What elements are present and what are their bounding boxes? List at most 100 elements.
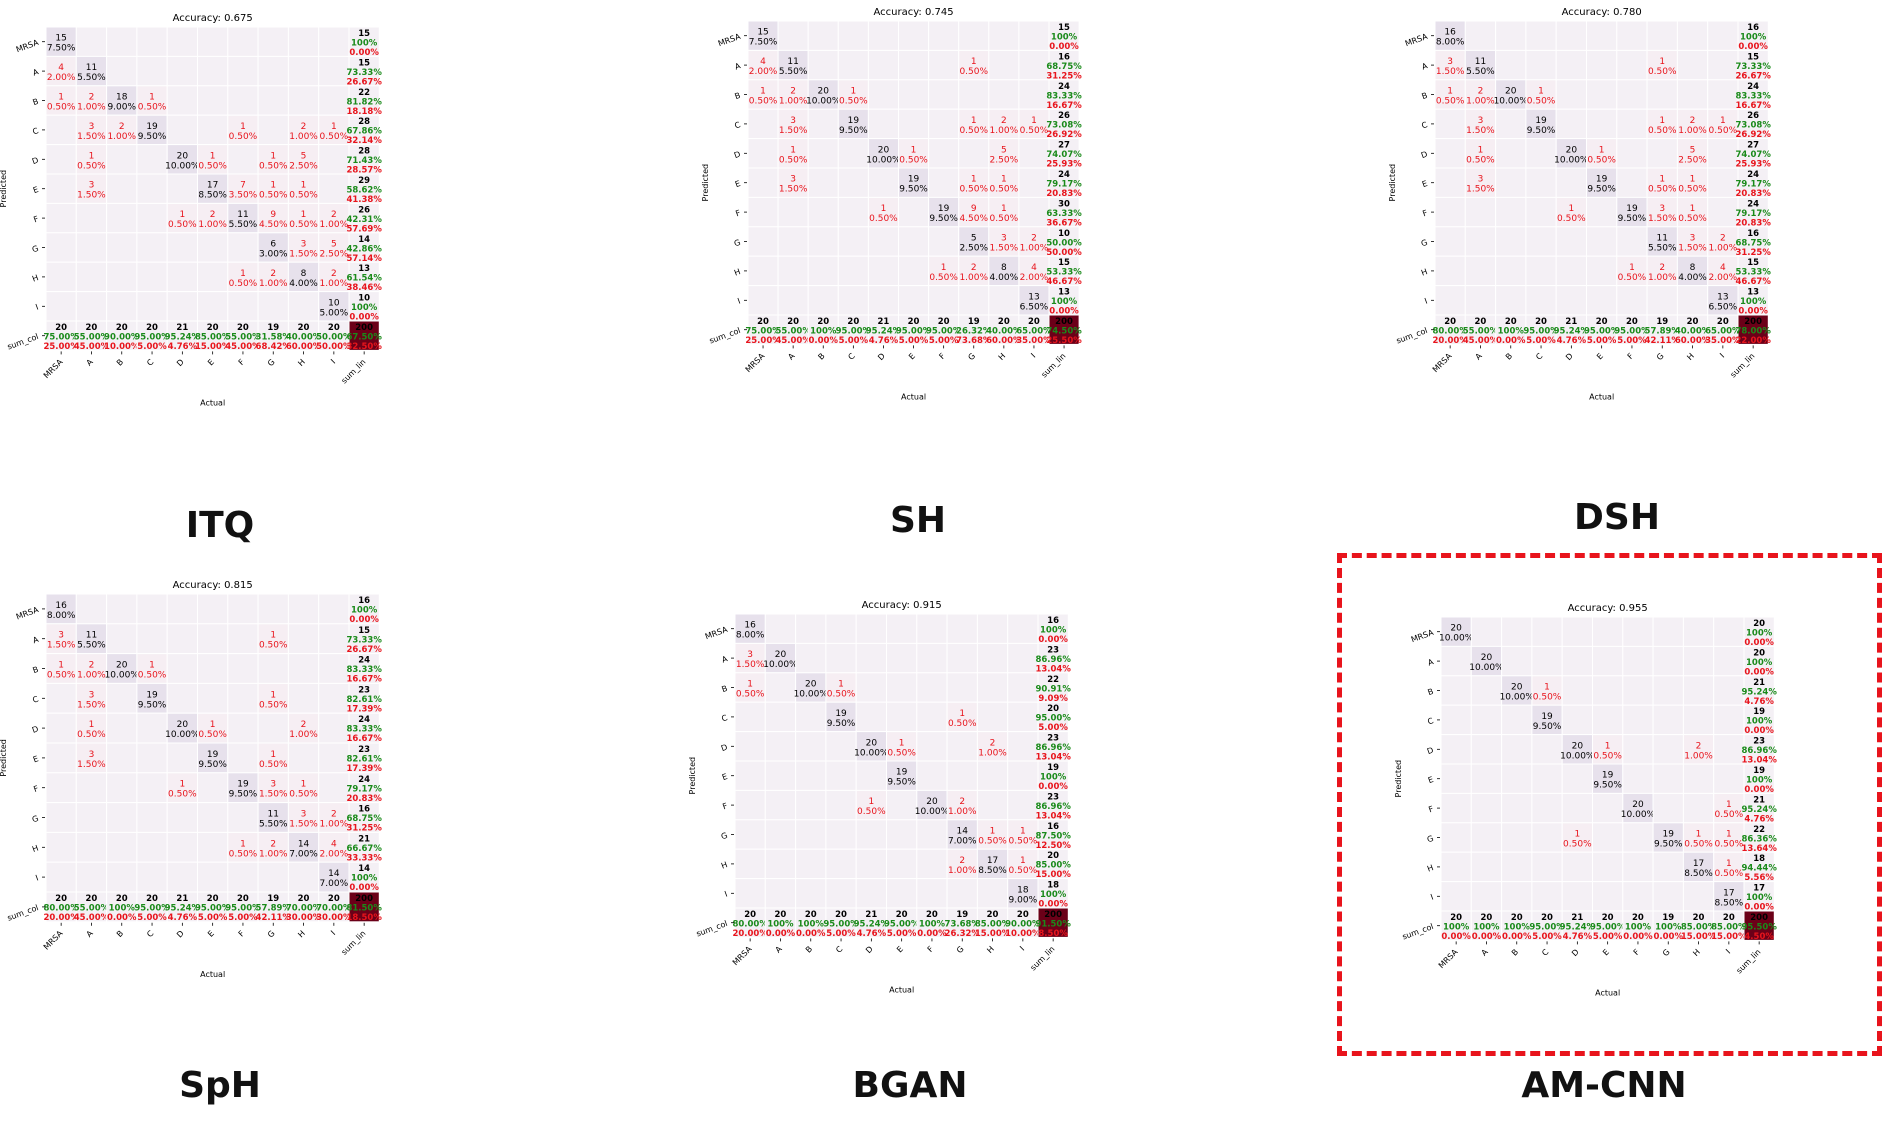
cell-percent: 1.50% <box>1466 185 1495 195</box>
col-error: 5.00% <box>137 342 167 352</box>
cell-count: 20 <box>116 661 128 671</box>
row-correct: 79.17% <box>346 784 382 794</box>
matrix-cell <box>928 49 960 81</box>
row-error: 32.14% <box>346 136 382 146</box>
y-tick-label: D <box>1426 746 1435 757</box>
x-tick-label: G <box>266 929 277 940</box>
cell-count: 1 <box>1659 116 1665 126</box>
cell-percent: 0.50% <box>229 279 258 289</box>
cell-count: 20 <box>1481 653 1493 663</box>
matrix-cell <box>916 878 948 909</box>
col-error: 4.76% <box>1557 336 1587 346</box>
matrix-cell <box>1555 167 1587 198</box>
col-sum: 20 <box>998 317 1010 327</box>
matrix-cell <box>1586 226 1618 257</box>
cell-count: 19 <box>908 175 920 185</box>
col-sum: 20 <box>1602 913 1614 923</box>
cell-count: 1 <box>331 122 337 132</box>
cell-percent: 3.00% <box>259 250 288 260</box>
matrix-cell <box>988 255 1020 287</box>
row-correct: 83.33% <box>1046 91 1082 101</box>
cell-count: 1 <box>240 269 246 279</box>
cell-count: 1 <box>1726 830 1732 840</box>
matrix-cell <box>1440 616 1472 647</box>
matrix-cell <box>764 848 797 880</box>
x-tick-label: H <box>296 929 307 940</box>
row-correct: 67.86% <box>346 127 382 137</box>
cell-count: 4 <box>331 839 337 849</box>
col-sum: 20 <box>55 894 67 904</box>
cell-count: 16 <box>744 621 756 631</box>
matrix-cell <box>1495 226 1527 257</box>
row-error: 0.00% <box>1744 785 1774 795</box>
matrix-cell <box>197 623 229 655</box>
row-sum: 23 <box>1047 734 1059 744</box>
x-tick-label: E <box>1595 351 1605 361</box>
cell-percent: 1.50% <box>1436 67 1465 77</box>
row-correct: 73.08% <box>1735 121 1771 131</box>
cell-percent: 0.50% <box>289 191 318 201</box>
col-sum: 20 <box>1444 317 1456 327</box>
sum-cell <box>348 173 380 204</box>
sum-cell <box>318 891 350 923</box>
cell-count: 3 <box>89 122 95 132</box>
row-correct: 86.96% <box>1035 743 1071 753</box>
col-sum: 20 <box>1687 317 1699 327</box>
cell-percent: 9.50% <box>138 700 167 710</box>
matrix-cell <box>106 202 138 234</box>
matrix-cell <box>287 623 320 655</box>
row-correct: 85.00% <box>1035 861 1071 871</box>
total-count: 200 <box>355 894 373 904</box>
x-tick-label: C <box>145 929 156 940</box>
matrix-cell <box>75 173 108 204</box>
total-count: 200 <box>1750 913 1768 923</box>
x-axis-label: Actual <box>889 985 914 994</box>
cell-percent: 0.50% <box>1715 869 1744 879</box>
row-correct: 53.33% <box>1735 268 1771 278</box>
cell-count: 1 <box>179 210 185 220</box>
cell-percent: 8.00% <box>1436 38 1465 48</box>
cell-percent: 1.50% <box>259 790 288 800</box>
sum-cell <box>747 314 779 345</box>
cell-count: 2 <box>331 210 337 220</box>
col-error: 30.00% <box>286 913 322 923</box>
matrix-cell <box>867 79 900 110</box>
cell-count: 7 <box>240 181 246 191</box>
matrix-cell <box>825 848 857 880</box>
col-sum: 20 <box>1596 317 1608 327</box>
matrix-cell <box>1707 138 1739 169</box>
matrix-cell <box>837 138 869 169</box>
matrix-cell <box>1525 49 1557 81</box>
matrix-cell <box>75 144 108 175</box>
y-tick-label: A <box>733 61 742 72</box>
cell-count: 1 <box>1574 830 1580 840</box>
matrix-cell <box>1707 285 1739 316</box>
matrix-cell <box>734 789 766 821</box>
row-sum: 16 <box>1047 822 1059 832</box>
cell-count: 11 <box>86 63 97 73</box>
matrix-cell <box>1434 138 1466 169</box>
sum-cell <box>1743 704 1775 736</box>
cell-count: 1 <box>971 175 977 185</box>
total-count: 200 <box>355 323 373 333</box>
cell-count: 1 <box>58 661 64 671</box>
col-correct: 95.00% <box>884 920 920 930</box>
cell-percent: 0.50% <box>259 760 288 770</box>
row-correct: 100% <box>1051 33 1078 43</box>
col-sum: 20 <box>207 323 219 333</box>
col-error: 0.00% <box>1654 932 1684 942</box>
row-correct: 74.07% <box>1046 150 1082 160</box>
x-axis-label: Actual <box>901 392 926 401</box>
y-tick-label: A <box>1420 61 1429 72</box>
matrix-cell <box>958 167 990 198</box>
cell-percent: 1.50% <box>77 700 106 710</box>
confusion-matrix-sh: Accuracy: 0.745157.50%15100%0.00%42.00%1… <box>701 7 1082 401</box>
col-correct: 100% <box>1625 923 1652 933</box>
cell-count: 1 <box>1568 204 1574 214</box>
matrix-cell <box>257 593 289 625</box>
cell-percent: 0.50% <box>990 185 1019 195</box>
cell-count: 2 <box>331 269 337 279</box>
cell-count: 1 <box>270 690 276 700</box>
matrix-cell <box>1561 734 1593 765</box>
matrix-cell <box>197 802 229 833</box>
